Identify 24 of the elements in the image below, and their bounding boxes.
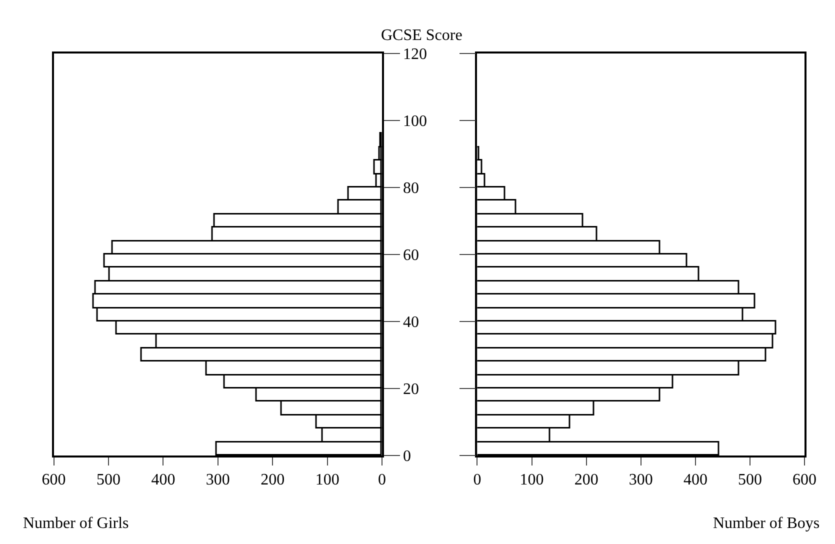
x-tick-label: 0 [473, 471, 482, 488]
x-tick-label: 400 [151, 471, 176, 488]
x-tick-label: 200 [260, 471, 285, 488]
x-tick-label: 0 [378, 471, 386, 488]
y-tick-label: 60 [403, 247, 419, 264]
x-tick-label: 500 [738, 471, 762, 488]
x-tick-label: 400 [683, 471, 708, 488]
x-axis-title: Number of Girls [23, 515, 129, 532]
x-tick-label: 100 [520, 471, 544, 488]
x-tick-label: 300 [628, 471, 653, 488]
x-tick-label: 200 [574, 471, 598, 488]
y-tick-label: 120 [403, 46, 427, 64]
x-tick-label: 600 [42, 471, 66, 488]
y-tick-label: 100 [403, 113, 427, 130]
x-tick-label: 300 [206, 471, 230, 488]
x-axis-title: Number of Boys [713, 515, 820, 532]
y-tick-label: 20 [403, 381, 419, 398]
y-tick-label: 80 [403, 180, 419, 198]
y-axis-title: GCSE Score [381, 27, 462, 44]
y-tick-label: 40 [403, 314, 419, 332]
x-tick-label: 100 [315, 471, 340, 488]
y-tick-label: 0 [403, 448, 411, 466]
x-tick-label: 500 [96, 471, 120, 488]
x-tick-label: 600 [792, 471, 817, 488]
